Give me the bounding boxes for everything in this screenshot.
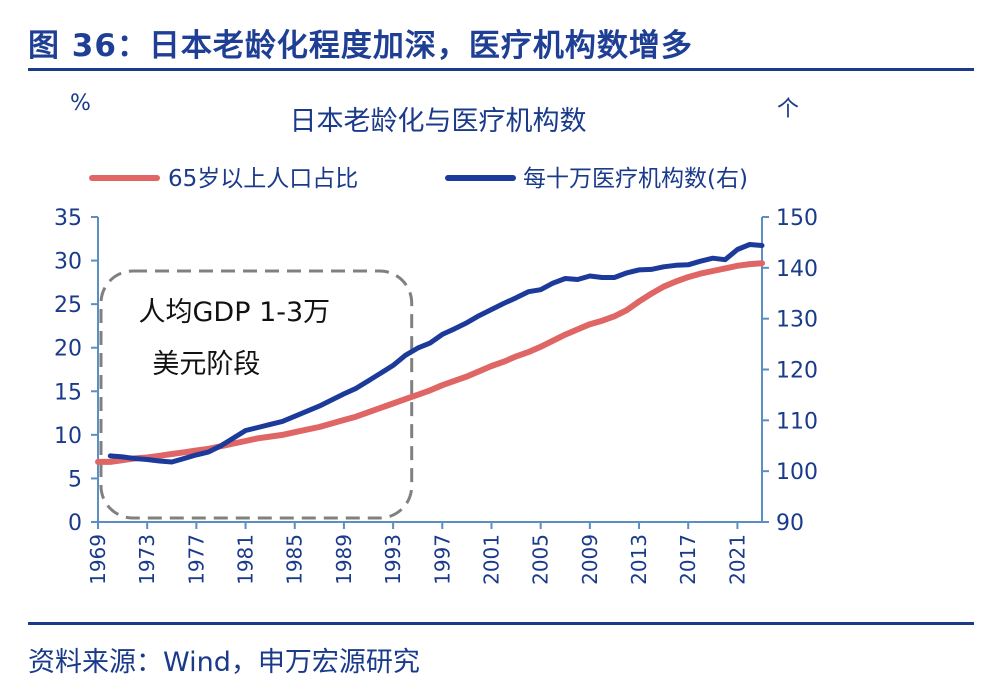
x-tick-label: 1985 (283, 534, 307, 585)
left-tick-label: 25 (54, 293, 82, 318)
left-tick-label: 30 (54, 250, 82, 275)
left-tick-label: 0 (68, 511, 82, 536)
right-tick-label: 120 (776, 359, 818, 384)
right-tick-label: 150 (776, 206, 818, 231)
left-axis-unit: % (70, 91, 91, 116)
annotation-box (99, 269, 414, 520)
top-rule (28, 68, 974, 71)
x-tick-label: 2013 (627, 534, 651, 585)
right-tick-label: 90 (776, 511, 804, 536)
chart-title: 日本老龄化与医疗机构数 (290, 106, 587, 137)
x-tick-label: 2009 (578, 534, 602, 585)
bottom-rule (28, 622, 974, 625)
right-tick-label: 140 (776, 257, 818, 282)
x-tick-label: 1969 (86, 534, 110, 585)
x-tick-label: 2017 (676, 534, 700, 585)
series-line-facilities (107, 242, 765, 465)
x-tick-label: 1993 (381, 534, 405, 585)
left-tick-label: 35 (54, 206, 82, 231)
left-tick-label: 5 (68, 467, 82, 492)
x-tick-label: 2005 (529, 534, 553, 585)
series-line-aging (95, 260, 765, 465)
x-tick-label: 1977 (184, 534, 208, 585)
legend-label-facilities: 每十万医疗机构数(右) (523, 166, 748, 192)
axes: 0 5 10 15 20 25 30 35 90 100 110 120 130 140 150 1969 19… (54, 206, 818, 585)
right-axis-unit: 个 (777, 97, 799, 122)
right-tick-label: 130 (776, 308, 818, 333)
left-tick-label: 15 (54, 380, 82, 405)
figure-title: 图 36：日本老龄化程度加深，医疗机构数增多 (28, 28, 693, 64)
x-tick-label: 2001 (479, 534, 503, 585)
left-tick-label: 10 (54, 424, 82, 449)
annotation: 人均GDP 1-3万 美元阶段 (99, 269, 414, 520)
x-tick-label: 1989 (332, 534, 356, 585)
annotation-line-2: 美元阶段 (152, 349, 260, 380)
x-tick-label: 2021 (725, 534, 749, 585)
right-tick-label: 100 (776, 460, 818, 485)
x-tick-label: 1973 (135, 534, 159, 585)
right-tick-label: 110 (776, 409, 818, 434)
series-layer (95, 242, 765, 465)
annotation-line-1: 人均GDP 1-3万 (139, 297, 331, 328)
left-tick-label: 20 (54, 337, 82, 362)
x-tick-label: 1997 (430, 534, 454, 585)
x-tick-label: 1981 (234, 534, 258, 585)
source-note: 资料来源：Wind，申万宏源研究 (28, 647, 420, 678)
legend-label-aging: 65岁以上人口占比 (168, 166, 358, 192)
